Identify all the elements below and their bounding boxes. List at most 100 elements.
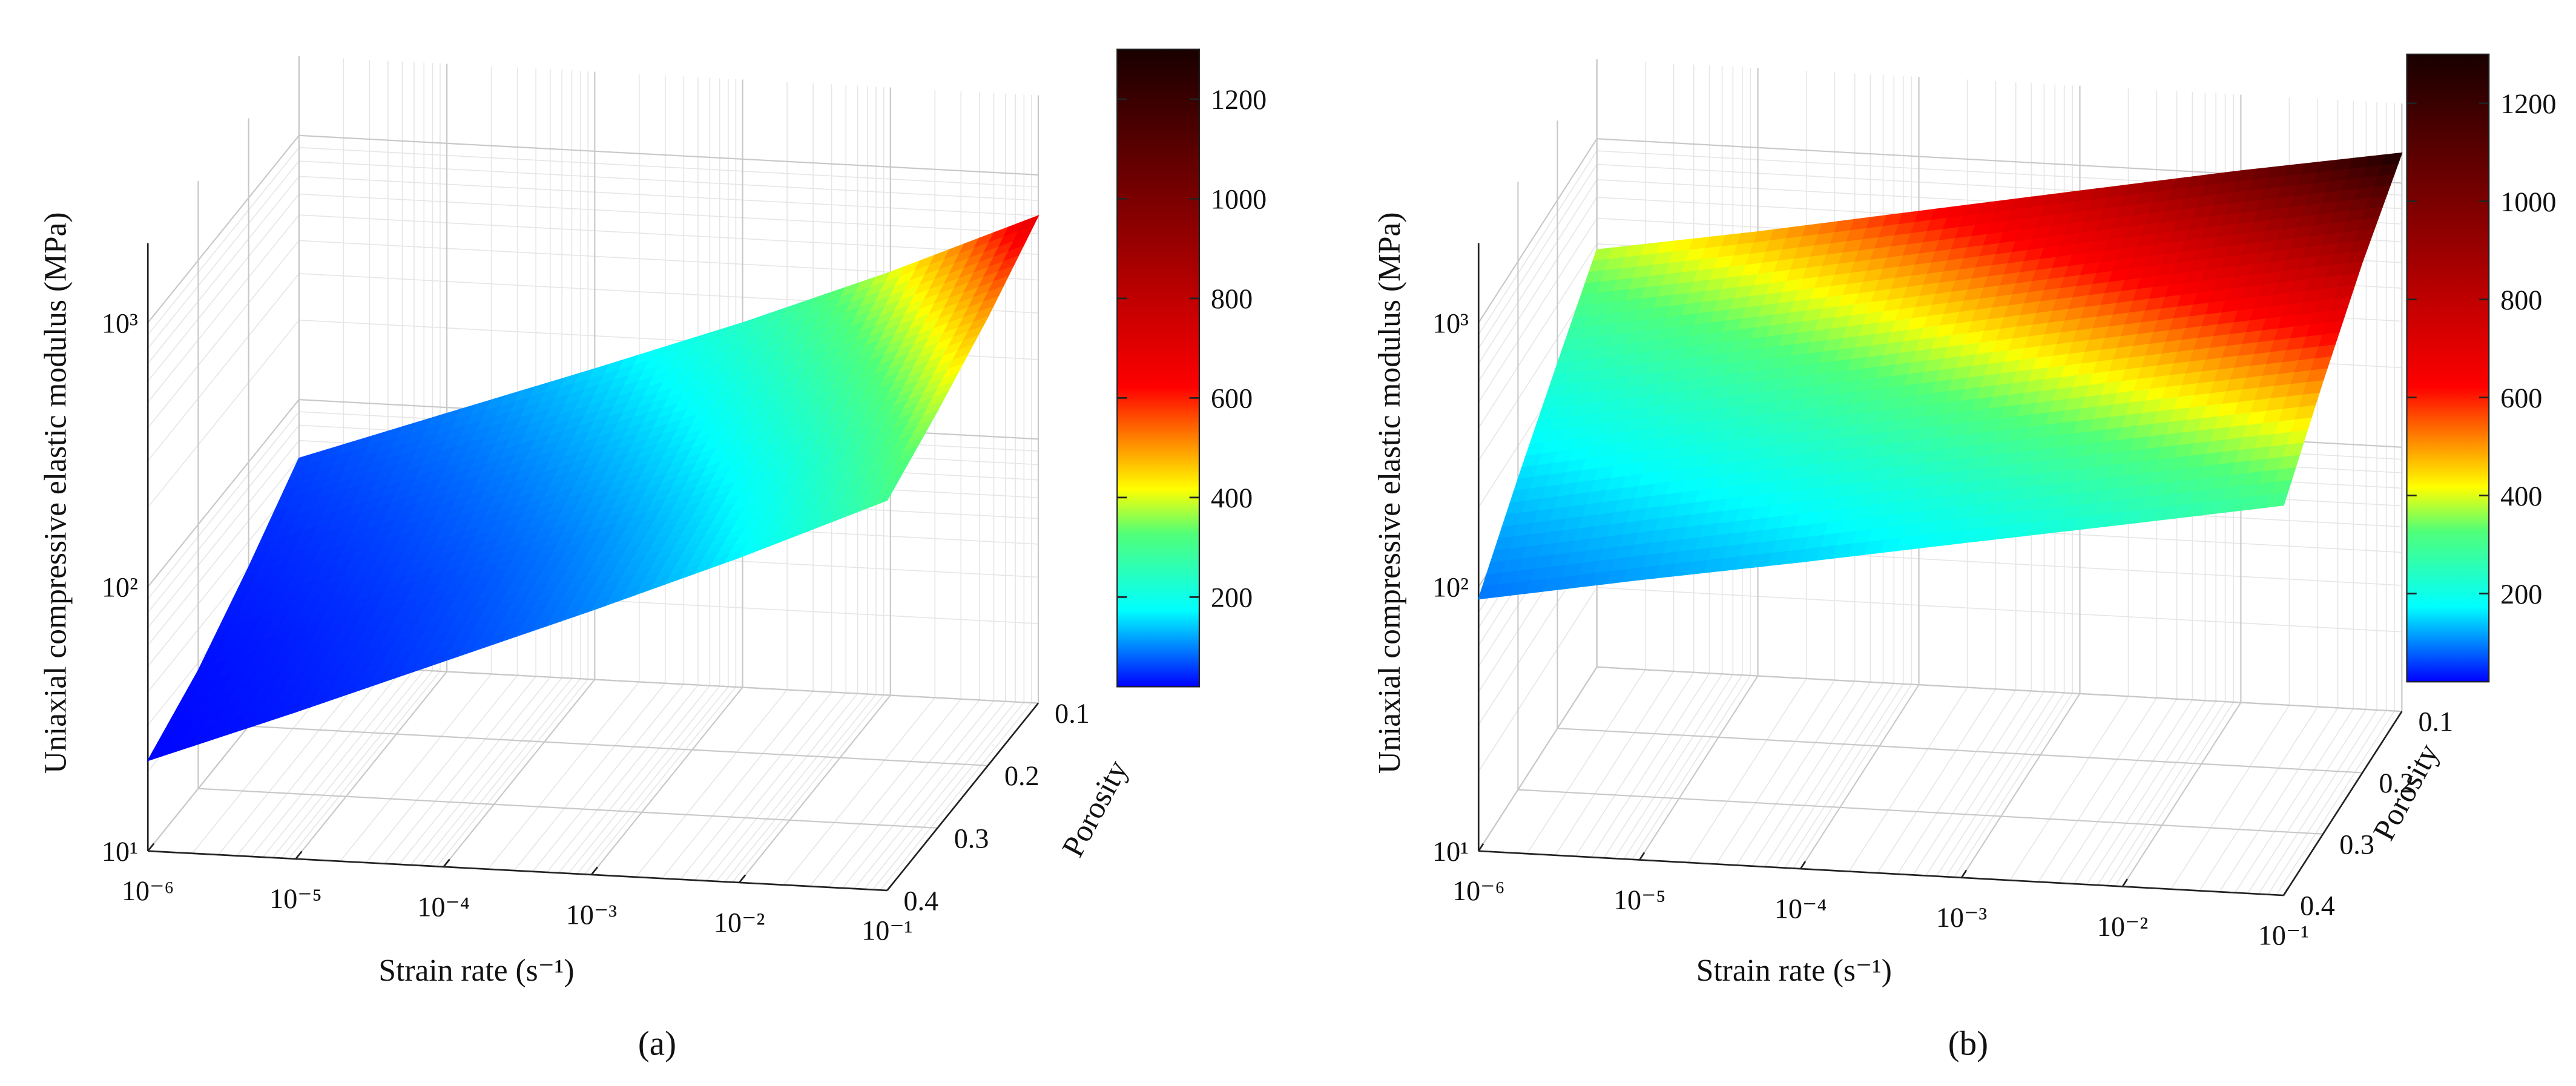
minor-grid: [732, 694, 884, 883]
minor-grid: [147, 458, 300, 646]
surface-cell: [248, 412, 448, 568]
minor-grid: [2074, 699, 2193, 884]
minor-grid: [828, 699, 980, 888]
minor-grid: [1877, 688, 1997, 874]
surface: [1478, 152, 2403, 600]
minor-grid: [366, 675, 518, 863]
tick-mark: [886, 882, 894, 891]
grid-line: [1961, 693, 2081, 878]
surface-patch: [871, 490, 894, 507]
minor-grid: [558, 685, 711, 874]
surface-cell: [493, 424, 693, 574]
minor-grid: [298, 193, 1039, 234]
minor-grid: [1736, 680, 1856, 866]
x-tick-label: 10⁻⁶: [122, 875, 174, 906]
surface-cell: [1639, 437, 1841, 581]
colorbar-tick-label: 600: [2500, 383, 2542, 413]
surface-cell: [838, 214, 1039, 373]
minor-grid: [2115, 702, 2234, 887]
minor-grid: [1793, 684, 1912, 869]
surface-cell: [543, 321, 744, 473]
minor-grid: [680, 691, 832, 880]
x-axis: [148, 850, 888, 892]
minor-grid: [716, 694, 868, 882]
minor-grid: [1716, 680, 1836, 864]
surface-cell: [2040, 170, 2242, 303]
tick-mark: [1639, 852, 1645, 861]
z-axis-label: Uniaxial compressive elastic modulus (MP…: [39, 212, 73, 774]
colorbar-tick-label: 200: [1211, 582, 1253, 613]
minor-grid: [429, 678, 581, 867]
minor-grid: [147, 411, 300, 599]
minor-grid: [298, 146, 1039, 188]
minor-grid: [1623, 674, 1743, 860]
surface-cell: [2201, 152, 2403, 282]
minor-grid: [2038, 697, 2158, 883]
minor-grid: [1751, 682, 1871, 867]
minor-grid: [298, 176, 1039, 217]
minor-grid: [2219, 707, 2339, 892]
grid-line: [1518, 789, 2324, 835]
surface-cell: [691, 271, 892, 426]
y-axis: [886, 702, 1039, 891]
minor-grid: [147, 214, 300, 403]
minor-grid: [147, 194, 300, 382]
colorbar-tick-label: 600: [1211, 383, 1253, 414]
surface-cell: [2000, 281, 2202, 420]
surface-cell: [442, 521, 643, 662]
surface-cell: [147, 620, 348, 762]
grid-line: [147, 135, 300, 323]
minor-grid: [1478, 179, 1598, 364]
surface-cell: [1839, 301, 2041, 439]
tick-mark: [443, 858, 450, 867]
minor-grid: [420, 677, 573, 866]
y-tick-label: 0.3: [954, 823, 989, 854]
grid-line: [739, 694, 891, 883]
x-tick-label: 10⁻³: [566, 899, 617, 930]
minor-grid: [1526, 669, 1646, 854]
grid-line: [1800, 684, 1920, 869]
grid-line: [198, 788, 938, 829]
y-tick-label: 0.4: [904, 886, 939, 917]
surface-cell: [1799, 418, 2002, 563]
grid-line: [1557, 728, 2363, 774]
minor-grid: [1897, 689, 2017, 875]
minor-grid: [1912, 690, 2032, 875]
x-tick-label: 10⁻³: [1936, 902, 1987, 933]
grid-line: [1478, 666, 1598, 852]
minor-grid: [1478, 218, 1598, 403]
minor-grid: [584, 686, 737, 875]
surface-cell: [1517, 343, 1719, 480]
minor-grid: [218, 667, 371, 855]
grid-line: [2122, 702, 2242, 887]
minor-grid: [1687, 678, 1807, 863]
x-axis-label: Strain rate (s⁻¹): [1696, 953, 1892, 988]
surface-cell: [2121, 380, 2324, 525]
minor-grid: [410, 677, 562, 866]
minor-grid: [1555, 671, 1675, 856]
minor-grid: [1784, 683, 1904, 869]
minor-grid: [147, 147, 300, 335]
surface-patch: [2267, 492, 2288, 508]
z-tick-label: 10²: [102, 572, 138, 603]
minor-grid: [1478, 164, 1598, 349]
colorbar-tick-label: 400: [1211, 482, 1253, 513]
minor-grid: [298, 160, 1039, 201]
surface-cell: [788, 315, 989, 472]
minor-grid: [2235, 708, 2354, 893]
minor-grid: [272, 670, 424, 858]
panel: 10⁻⁶ 10⁻⁵ 10⁻⁴ 10⁻³ 10⁻² 10⁻¹ 0.1 0.2 0.3 0.4 10¹ 1…: [39, 48, 1267, 1062]
minor-grid: [2097, 700, 2216, 886]
minor-grid: [1478, 243, 1598, 429]
minor-grid: [2170, 705, 2290, 890]
minor-grid: [398, 677, 551, 865]
minor-grid: [1848, 687, 1968, 872]
minor-grid: [880, 702, 1032, 890]
minor-grid: [262, 670, 415, 858]
surface-cell: [1879, 190, 2081, 324]
grid-line: [147, 399, 300, 588]
x-tick-label: 10⁻²: [714, 907, 765, 938]
colorbar: [1116, 48, 1201, 688]
surface-cell: [395, 368, 596, 521]
minor-grid: [546, 685, 699, 873]
